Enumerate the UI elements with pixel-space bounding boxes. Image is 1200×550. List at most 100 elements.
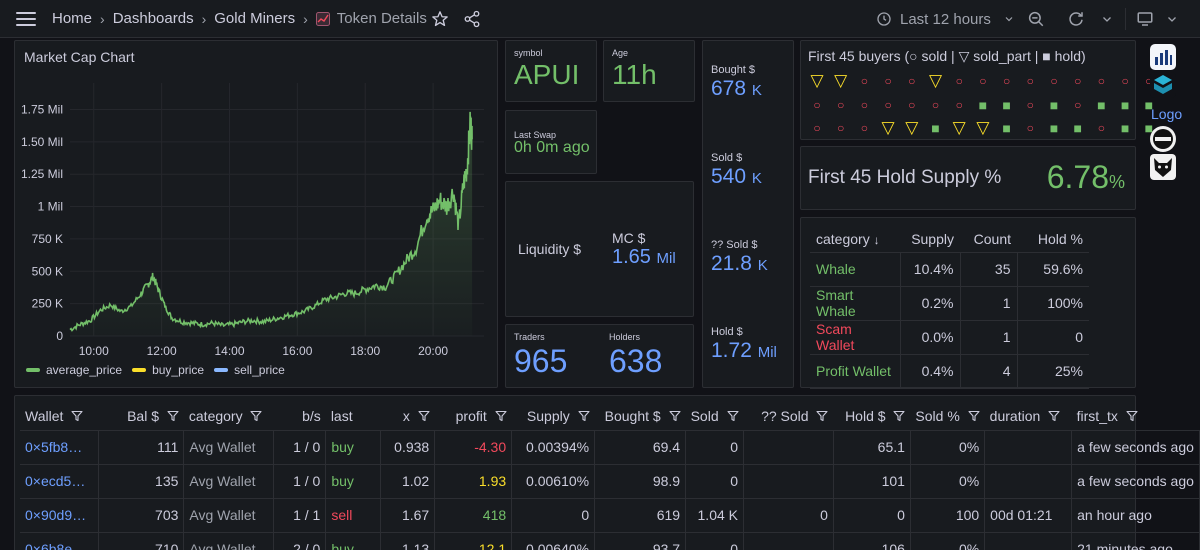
supply-cell: 0.4% xyxy=(900,354,961,389)
filter-icon[interactable] xyxy=(578,410,590,422)
market-cap-chart[interactable]: 0 250 K 500 K 750 K 1 Mil 1.25 Mil 1.50 Mil 1.7… xyxy=(0,0,500,390)
column-header-duration[interactable]: duration xyxy=(984,402,1072,431)
legend-item-average-price[interactable]: average_price xyxy=(26,363,122,377)
refresh-icon[interactable] xyxy=(1067,10,1085,28)
column-header-label: category xyxy=(188,407,243,424)
sold-icon: ○ xyxy=(884,74,892,88)
supply-header[interactable]: Supply xyxy=(900,226,960,253)
legend-item-buy-price[interactable]: buy_price xyxy=(132,363,204,377)
x-tick-label: 20:00 xyxy=(418,344,448,358)
wallet-row[interactable]: 0×6b8e… 710 Avg Wallet 2 / 0 buy 1.13 12.1 0.00… xyxy=(20,532,1200,550)
sold-pct-cell: 0% xyxy=(910,430,986,465)
balance-cell: 111 xyxy=(98,430,185,465)
filter-icon[interactable] xyxy=(726,410,739,422)
count-cell: 1 xyxy=(960,320,1018,355)
first-tx-cell: an hour ago xyxy=(1071,498,1200,533)
wallet-cell[interactable]: 0×5fb8… xyxy=(20,430,100,465)
y-tick-label: 0 xyxy=(56,329,63,343)
unknown-sold-cell xyxy=(743,464,834,499)
multiplier-cell: 1.67 xyxy=(380,498,436,533)
wallet-row[interactable]: 0×90d9… 703 Avg Wallet 1 / 1 sell 1.67 418 0 619… xyxy=(20,498,1200,533)
filter-icon[interactable] xyxy=(1048,410,1060,422)
bot-avatar-icon[interactable] xyxy=(1150,126,1176,152)
column-header-wallet[interactable]: Wallet xyxy=(20,402,99,431)
filter-icon[interactable] xyxy=(968,410,980,422)
breadcrumb-home[interactable]: Home xyxy=(52,10,93,27)
view-chevron-icon[interactable] xyxy=(1166,10,1178,28)
chevron-right-icon: › xyxy=(100,10,105,27)
column-header-supply[interactable]: Supply xyxy=(511,402,595,431)
column-header-bought[interactable]: Bought $ xyxy=(594,402,686,431)
filter-icon[interactable] xyxy=(71,410,83,422)
sold-icon: ○ xyxy=(1026,97,1034,112)
filter-icon[interactable] xyxy=(893,410,905,422)
buy-sell-count-cell: 2 / 0 xyxy=(273,532,327,550)
column-header-sold[interactable]: ?? Sold xyxy=(743,402,834,431)
refresh-interval-chevron-icon[interactable] xyxy=(1101,10,1113,28)
wallet-cell[interactable]: 0×ecd5… xyxy=(20,464,100,499)
wallet-cell[interactable]: 0×6b8e… xyxy=(20,532,100,550)
column-header-bal[interactable]: Bal $ xyxy=(98,402,184,431)
hold-unit: Mil xyxy=(757,344,777,361)
logo-link[interactable]: Logo xyxy=(1151,106,1183,122)
hold-icon: ■ xyxy=(1002,96,1011,113)
column-header-sold[interactable]: Sold % xyxy=(910,402,985,431)
hold-cell: 101 xyxy=(833,464,911,499)
filter-icon[interactable] xyxy=(250,410,263,422)
multiplier-cell: 0.938 xyxy=(380,430,436,465)
count-cell: 35 xyxy=(960,252,1018,287)
first-tx-cell: 21 minutes ago xyxy=(1071,532,1200,550)
balance-cell: 703 xyxy=(98,498,185,533)
menu-icon[interactable] xyxy=(16,12,36,26)
category-header[interactable]: category ↓ xyxy=(810,226,900,253)
column-header-first-tx[interactable]: first_tx xyxy=(1071,402,1200,431)
share-icon[interactable] xyxy=(463,10,481,28)
column-header-sold[interactable]: Sold xyxy=(685,402,744,431)
wolf-avatar-icon[interactable] xyxy=(1150,154,1176,180)
filter-icon[interactable] xyxy=(816,410,829,422)
column-header-x[interactable]: x xyxy=(380,402,435,431)
hold-supply-number: 6.78 xyxy=(1046,159,1109,195)
column-header-profit[interactable]: profit xyxy=(434,402,512,431)
symbol-value: APUI xyxy=(514,59,580,90)
wallet-cell[interactable]: 0×90d9… xyxy=(20,498,100,533)
duration-cell: 00d 01:21 xyxy=(984,498,1073,533)
hold-supply-value: 6.78% xyxy=(1047,159,1125,196)
hold-supply-panel: First 45 Hold Supply % 6.78% xyxy=(800,146,1136,210)
hold-icon: ■ xyxy=(1073,120,1082,136)
first-buyers-panel: First 45 buyers (○ sold | ▽ sold_part | … xyxy=(800,40,1153,140)
tv-mode-icon[interactable] xyxy=(1136,10,1154,28)
column-header-b-s[interactable]: b/s xyxy=(273,402,326,431)
count-header[interactable]: Count xyxy=(960,226,1017,253)
time-range-label: Last 12 hours xyxy=(900,10,991,28)
filter-icon[interactable] xyxy=(418,410,430,422)
legend-item-sell-price[interactable]: sell_price xyxy=(214,363,285,377)
column-header-last[interactable]: last xyxy=(325,402,381,431)
zoom-out-icon[interactable] xyxy=(1027,10,1045,28)
filter-icon[interactable] xyxy=(669,410,681,422)
filter-icon[interactable] xyxy=(1126,410,1138,422)
chevron-right-icon: › xyxy=(303,10,308,27)
chevron-right-icon: › xyxy=(201,10,207,27)
hold-pct-cell: 0 xyxy=(1017,320,1089,355)
wallet-row[interactable]: 0×5fb8… 111 Avg Wallet 1 / 0 buy 0.938 -4.30 0.… xyxy=(20,430,1200,465)
supply-cell: 0.0% xyxy=(900,320,961,355)
column-header-category[interactable]: category xyxy=(183,402,274,431)
column-header-hold[interactable]: Hold $ xyxy=(833,402,911,431)
liquidity-label: Liquidity $ xyxy=(518,241,582,257)
wallet-row[interactable]: 0×ecd5… 135 Avg Wallet 1 / 0 buy 1.02 1.93 0.00… xyxy=(20,464,1200,499)
hold-pct-header[interactable]: Hold % xyxy=(1017,226,1089,253)
breadcrumb-folder[interactable]: Gold Miners xyxy=(214,10,296,27)
star-icon[interactable] xyxy=(431,10,449,28)
supply-cell: 0.2% xyxy=(900,286,961,321)
dexscreener-icon[interactable] xyxy=(1150,72,1176,98)
filter-icon[interactable] xyxy=(495,410,507,422)
legend-swatch xyxy=(214,368,229,372)
time-range-picker[interactable]: Last 12 hours xyxy=(876,8,1023,30)
filter-icon[interactable] xyxy=(167,410,179,422)
y-tick-label: 250 K xyxy=(32,297,63,311)
y-tick-label: 1.75 Mil xyxy=(21,102,63,116)
supply-cell: 0 xyxy=(511,498,596,533)
breadcrumb-dashboards[interactable]: Dashboards xyxy=(112,10,194,27)
dextools-chart-icon[interactable] xyxy=(1150,44,1176,70)
